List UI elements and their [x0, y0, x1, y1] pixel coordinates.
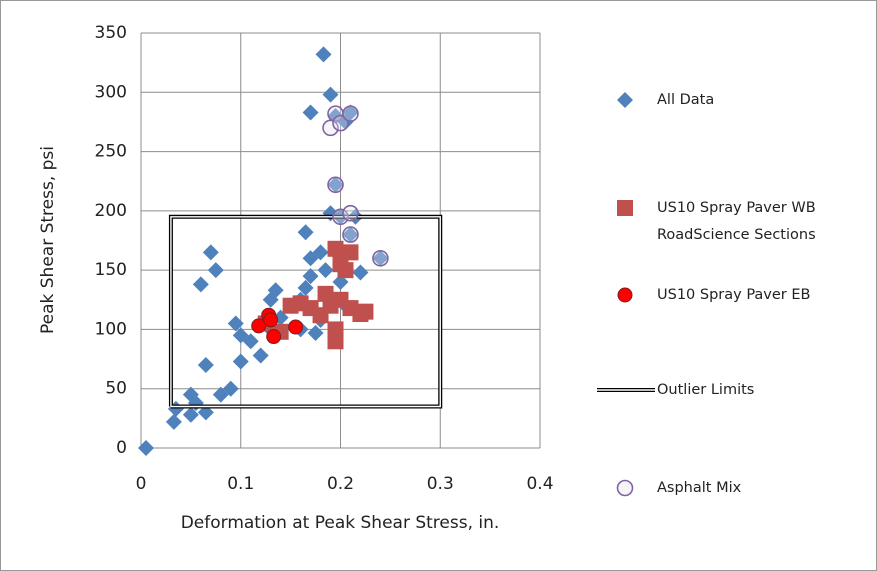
point [288, 319, 304, 335]
point [297, 224, 314, 241]
y-tick-label: 350 [95, 23, 127, 43]
point [222, 380, 239, 397]
point [315, 46, 332, 63]
x-tick-label: 0.1 [227, 474, 254, 494]
point [342, 104, 359, 121]
y-tick-label: 100 [95, 319, 127, 339]
legend-label: US10 Spray Paver WB RoadScience Sections [657, 200, 816, 243]
y-tick-label: 300 [95, 82, 127, 102]
point [327, 176, 344, 193]
point [327, 176, 344, 194]
point [197, 357, 214, 373]
point [251, 318, 267, 334]
y-tick-label: 0 [116, 438, 127, 458]
legend-label: US10 Spray Paver EB [657, 287, 811, 303]
y-tick-label: 200 [95, 201, 127, 221]
point [337, 262, 354, 279]
x-tick-label: 0.2 [327, 474, 354, 494]
point [227, 315, 244, 332]
point [372, 249, 389, 267]
x-tick-label: 0.4 [526, 474, 553, 494]
y-tick-label: 250 [95, 142, 127, 162]
point [317, 262, 334, 279]
point [342, 226, 359, 243]
x-axis-label: Deformation at Peak Shear Stress, in. [181, 513, 500, 533]
legend-marker [616, 479, 634, 497]
point [342, 226, 359, 243]
point [322, 86, 339, 103]
point [322, 119, 339, 137]
legend-marker [617, 200, 633, 216]
point [352, 264, 369, 281]
y-tick-label: 150 [95, 260, 127, 280]
point [232, 353, 249, 370]
point [342, 105, 359, 122]
point [266, 329, 282, 345]
legend-marker [617, 287, 633, 303]
point [267, 282, 284, 299]
point [207, 262, 224, 279]
legend-label: All Data [657, 92, 715, 108]
y-tick-label: 50 [105, 379, 127, 399]
point [137, 440, 154, 456]
point [342, 244, 359, 261]
y-axis-label: Peak Shear Stress, psi [38, 146, 58, 334]
x-tick-label: 0 [136, 474, 147, 494]
x-tick-label: 0.3 [427, 474, 454, 494]
point [242, 333, 259, 350]
point [165, 413, 182, 430]
point [263, 312, 279, 328]
outlier-limits-inner [170, 216, 441, 408]
legend-label: Outlier Limits [657, 382, 755, 398]
point [327, 240, 344, 257]
point [372, 250, 389, 267]
point [192, 276, 209, 293]
point [357, 303, 374, 320]
point [327, 321, 344, 338]
legend-label: Asphalt Mix [657, 480, 742, 496]
point [332, 114, 349, 132]
point [252, 347, 269, 364]
point [202, 244, 219, 261]
point [307, 324, 324, 341]
point [302, 268, 319, 285]
point [297, 279, 314, 296]
point [312, 244, 329, 261]
point [332, 208, 349, 226]
legend-marker [617, 92, 633, 108]
point [182, 406, 199, 423]
point [302, 104, 319, 121]
point [342, 204, 359, 222]
